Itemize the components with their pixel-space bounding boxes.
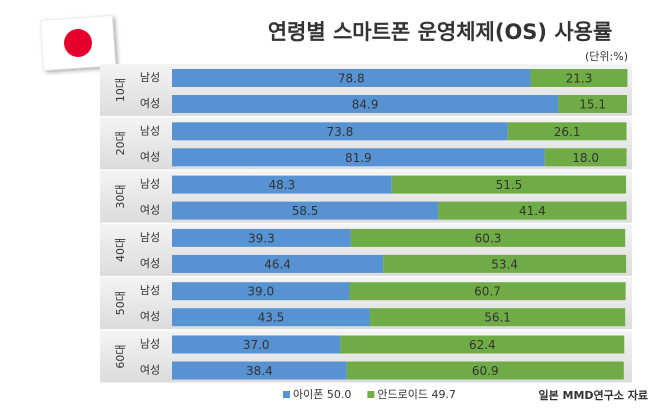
value-label: 41.4 [519,204,546,218]
legend-swatch [283,391,290,398]
category-label: 남성 [140,231,160,244]
group-label: 60대 [114,344,127,368]
bar-segment [172,148,545,167]
category-label: 여성 [140,204,160,217]
value-label: 84.9 [352,98,379,112]
value-label: 39.3 [248,231,275,245]
value-label: 60.3 [475,231,502,245]
value-label: 51.5 [496,178,523,192]
bar-segment [507,122,627,141]
category-label: 여성 [140,257,160,270]
category-label: 여성 [140,364,160,377]
group-label: 30대 [114,185,127,209]
bar-segment [558,95,627,113]
category-label: 여성 [140,150,160,163]
group-label: 20대 [114,131,127,155]
bar-segment [172,254,384,273]
bar-segment [349,282,626,301]
bar-segment [172,361,347,380]
category-label: 남성 [140,178,160,191]
source: 일본 MMD연구소 자료 [538,388,648,402]
bar-segment [172,122,508,141]
group-label: 10대 [114,78,127,102]
value-label: 81.9 [345,151,372,165]
bar-segment [172,308,370,327]
value-label: 43.5 [258,311,285,325]
value-label: 48.3 [269,178,296,192]
value-label: 39.0 [247,285,274,299]
value-label: 78.8 [338,72,365,86]
bar-segment [172,175,392,194]
category-label: 남성 [140,284,160,297]
bar-segment [391,175,627,194]
bar-segment [350,228,626,247]
value-label: 62.4 [469,338,496,352]
value-label: 73.8 [327,125,354,139]
category-label: 여성 [140,97,160,110]
legend-swatch [367,391,375,398]
value-label: 38.4 [246,364,273,378]
value-label: 56.1 [484,311,511,325]
category-label: 남성 [140,124,160,137]
value-label: 60.9 [472,364,499,378]
bar-segment [172,95,559,113]
value-label: 37.0 [243,338,270,352]
legend-label: 안드로이드 49.7 [377,388,456,401]
value-label: 26.1 [554,125,581,139]
bar-segment [544,148,627,167]
bar-segment [530,69,628,87]
bar-segment [172,282,350,301]
value-label: 60.7 [474,285,501,299]
value-label: 18.0 [572,151,599,165]
bar-segment [340,335,625,354]
unit-label: (단위:%) [585,50,628,63]
value-label: 21.3 [566,72,593,86]
category-label: 여성 [140,310,160,323]
bar-segment [346,361,624,380]
flag [40,15,116,71]
value-label: 46.4 [264,257,291,271]
value-label: 58.5 [292,204,319,218]
bar-segment [172,201,439,220]
bar-segment [383,254,627,273]
value-label: 53.4 [491,257,518,271]
bar-segment [172,69,531,87]
bar-segment [172,335,341,354]
category-label: 남성 [140,71,160,84]
chart-title: 연령별 스마트폰 운영체제(OS) 사용률 [268,20,613,44]
bar-segment [438,201,627,220]
bar-segment [172,228,351,247]
group-label: 50대 [114,291,127,315]
group-label: 40대 [114,238,127,262]
bar-segment [369,308,626,327]
legend-label: 아이폰 50.0 [293,388,351,401]
category-label: 남성 [140,338,160,351]
value-label: 15.1 [579,98,606,112]
